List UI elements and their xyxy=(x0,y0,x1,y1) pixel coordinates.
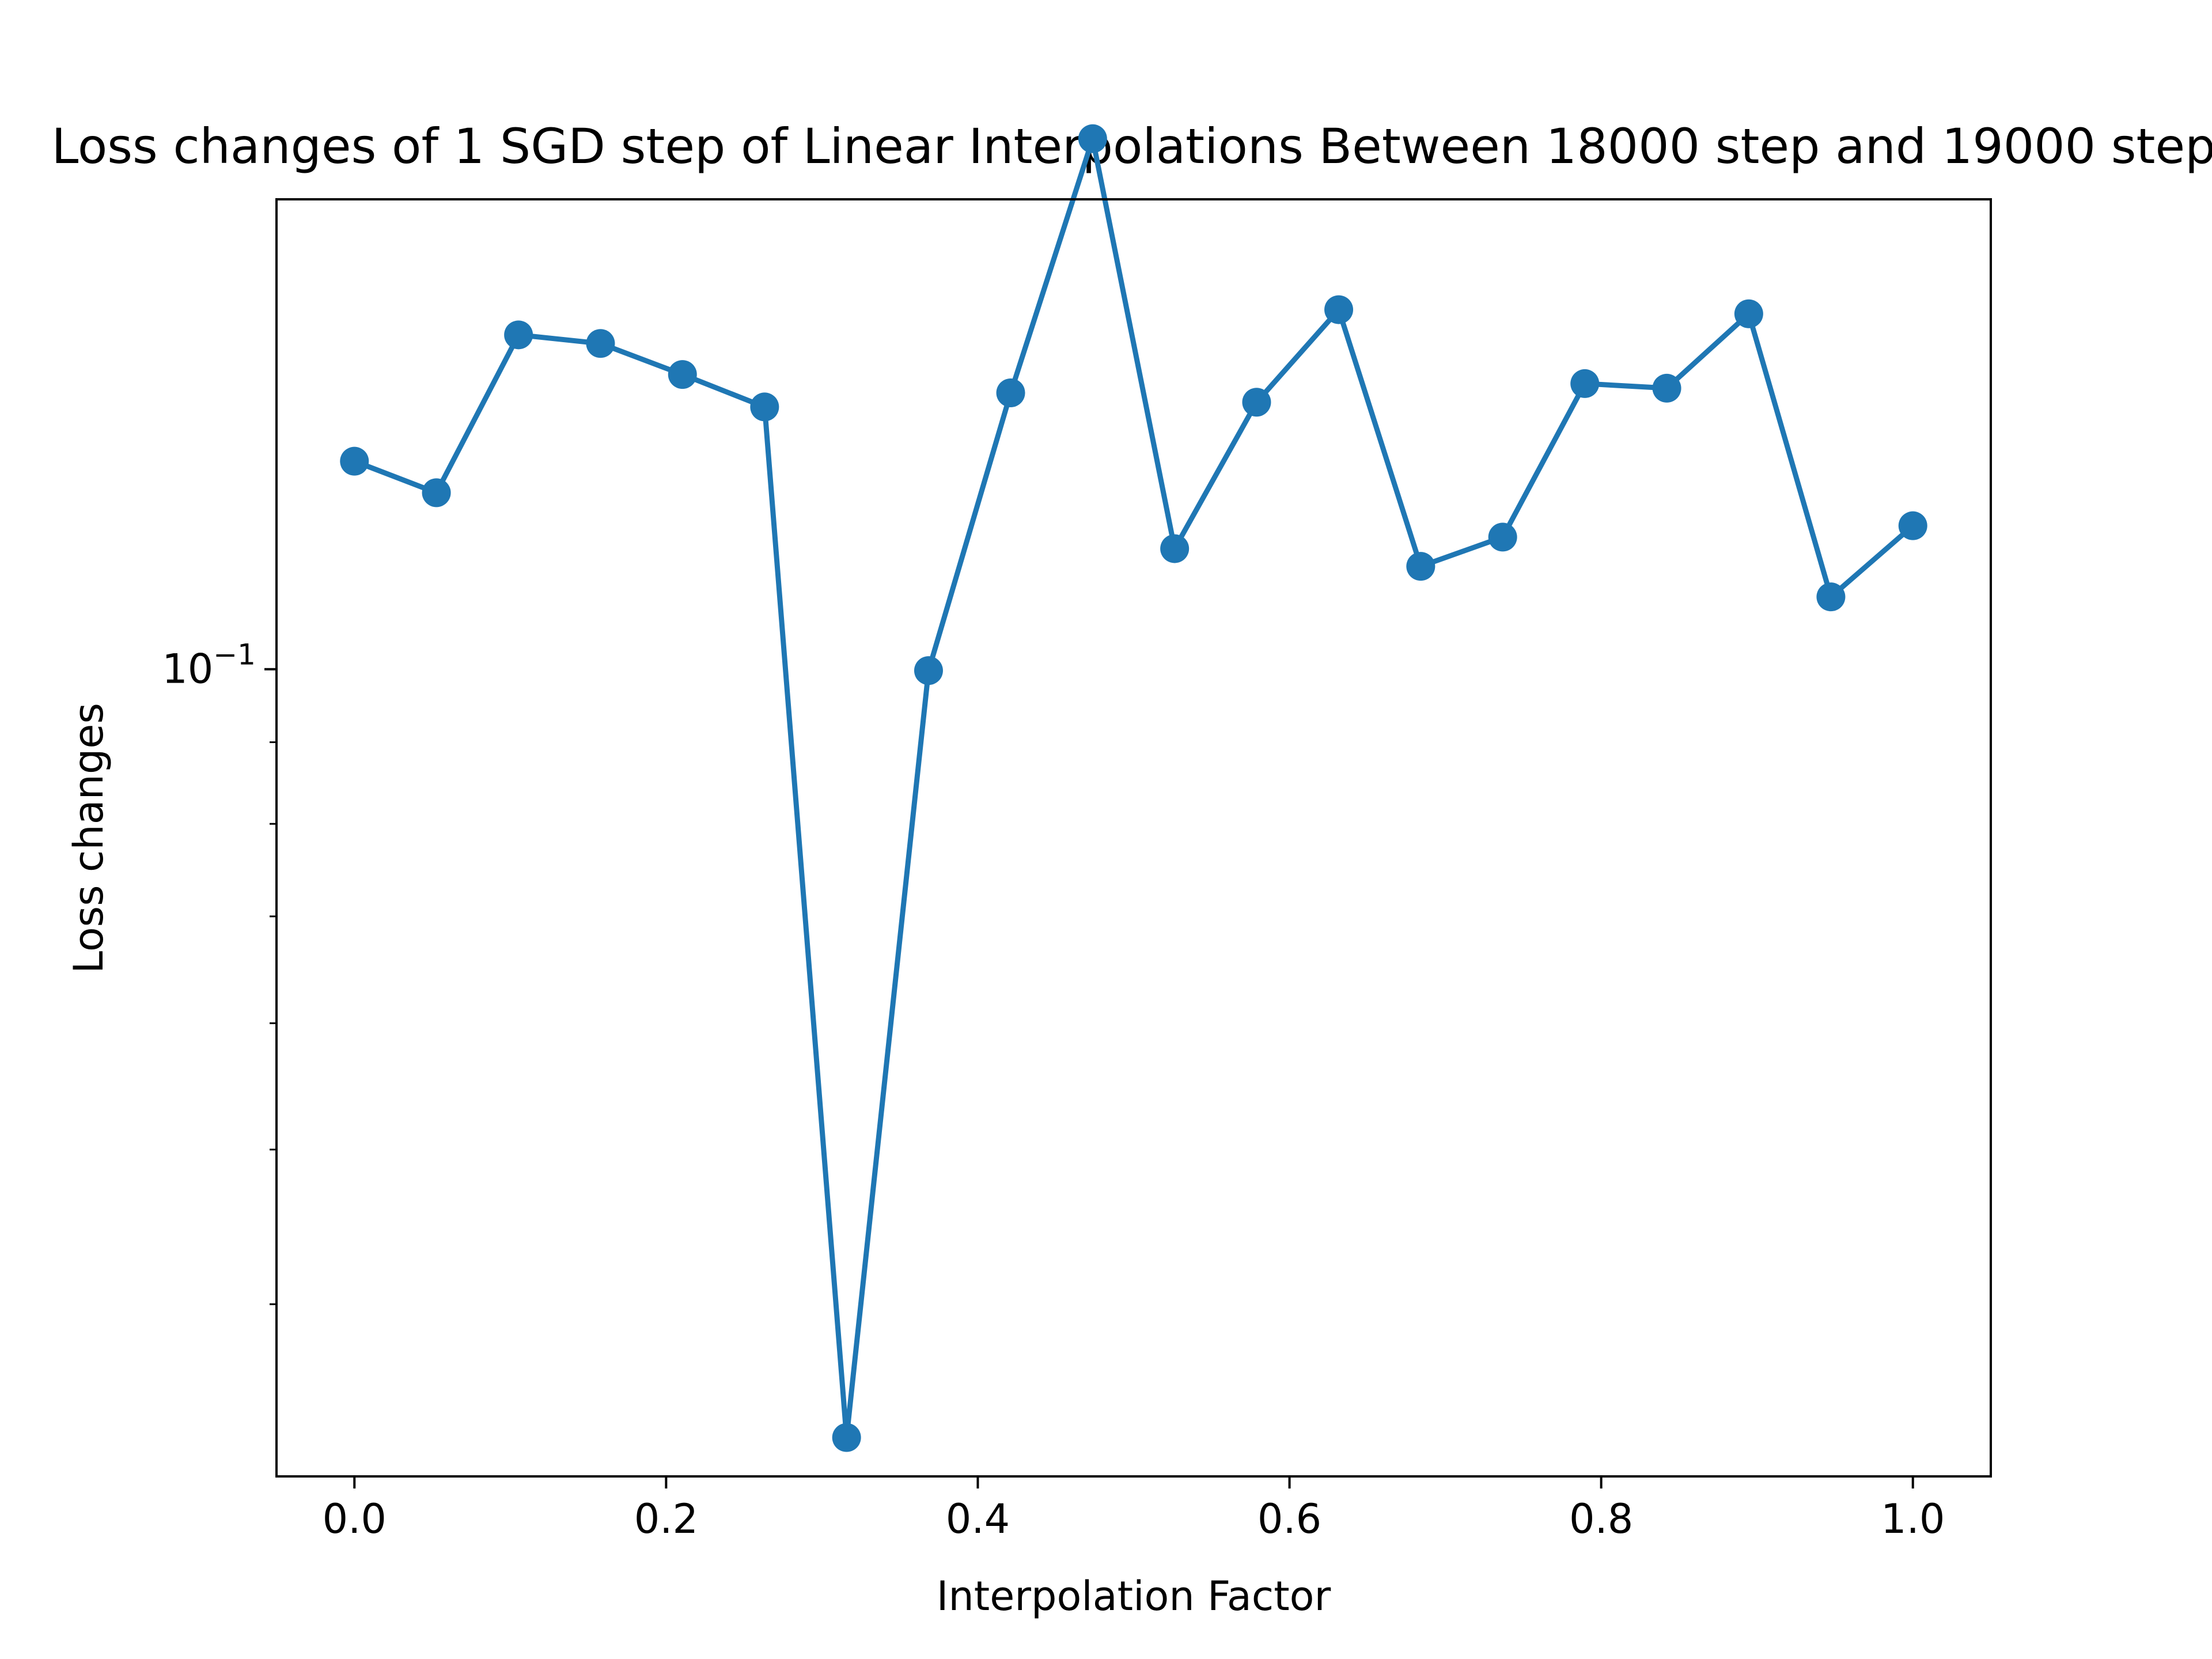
data-point xyxy=(914,656,943,685)
y-axis-label: Loss changes xyxy=(65,703,112,974)
data-point xyxy=(1078,124,1107,153)
x-tick-label: 0.6 xyxy=(1257,1495,1321,1543)
data-point xyxy=(1242,388,1271,417)
data-point xyxy=(1160,534,1190,563)
x-tick-label: 1.0 xyxy=(1881,1495,1945,1543)
data-point xyxy=(1488,522,1517,552)
data-point xyxy=(586,329,615,358)
data-point xyxy=(1816,582,1846,612)
x-tick-label: 0.0 xyxy=(323,1495,387,1543)
data-point xyxy=(422,478,451,507)
data-point xyxy=(1570,369,1600,398)
data-point xyxy=(1898,511,1927,540)
data-point xyxy=(996,378,1025,407)
y-tick-label-base: 10 xyxy=(162,646,213,693)
x-tick-label: 0.4 xyxy=(946,1495,1010,1543)
y-tick-label-exponent: −1 xyxy=(213,638,256,672)
data-point xyxy=(504,320,533,350)
plot-area xyxy=(340,124,1927,1452)
x-tick-label: 0.8 xyxy=(1569,1495,1633,1543)
data-point xyxy=(750,392,779,422)
data-point xyxy=(1652,373,1681,403)
data-point xyxy=(832,1423,861,1452)
y-axis: 10−1 xyxy=(162,638,276,1305)
data-point xyxy=(340,446,369,476)
data-point xyxy=(668,360,697,389)
x-axis: 0.0 0.2 0.4 0.6 0.8 1.0 xyxy=(323,1476,1945,1543)
data-point xyxy=(1734,299,1763,328)
x-tick-label: 0.2 xyxy=(634,1495,698,1543)
axes-frame xyxy=(275,198,1992,1478)
x-axis-label: Interpolation Factor xyxy=(937,1573,1331,1620)
chart-title: Loss changes of 1 SGD step of Linear Int… xyxy=(52,118,2212,175)
y-tick-label: 10−1 xyxy=(162,638,256,693)
data-point xyxy=(1406,552,1435,581)
data-point xyxy=(1324,295,1354,324)
